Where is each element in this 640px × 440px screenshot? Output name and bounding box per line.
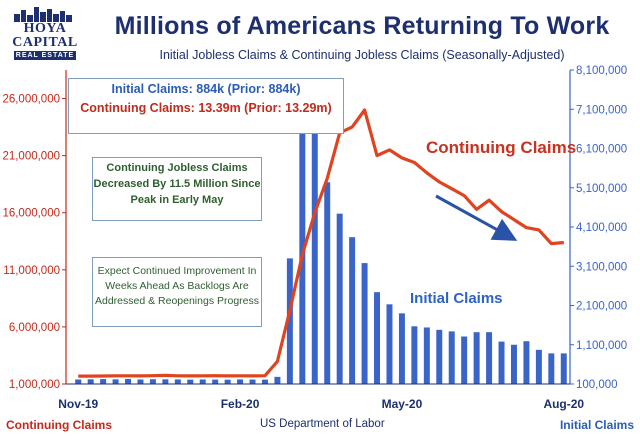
left-tick-label: 16,000,000 bbox=[2, 208, 60, 220]
right-tick-label: 2,100,000 bbox=[576, 301, 627, 313]
initial-claims-bar bbox=[548, 353, 555, 384]
left-tick-label: 1,000,000 bbox=[9, 379, 60, 391]
left-tick-label: 21,000,000 bbox=[2, 151, 60, 163]
x-tick-label: May-20 bbox=[382, 397, 423, 411]
initial-claims-label: Initial Claims bbox=[410, 290, 503, 307]
initial-claims-bar bbox=[125, 378, 132, 384]
initial-claims-bar bbox=[498, 341, 505, 384]
right-tick-label: 5,100,000 bbox=[576, 183, 627, 195]
initial-claims-bar bbox=[411, 326, 418, 384]
initial-claims-bar bbox=[349, 237, 356, 384]
logo: HOYA CAPITAL REAL ESTATE bbox=[6, 6, 84, 60]
x-tick-label: Aug-20 bbox=[543, 397, 584, 411]
right-tick-label: 4,100,000 bbox=[576, 222, 627, 234]
right-tick-label: 8,100,000 bbox=[576, 65, 627, 77]
initial-claims-bar bbox=[100, 379, 107, 384]
initial-claims-bar bbox=[461, 336, 468, 384]
decrease-note-box: Continuing Jobless Claims Decreased By 1… bbox=[92, 157, 262, 221]
initial-claims-bar bbox=[436, 329, 443, 384]
initial-claims-bar bbox=[137, 379, 144, 384]
right-tick-label: 100,000 bbox=[576, 379, 618, 391]
x-tick-label: Feb-20 bbox=[221, 397, 260, 411]
initial-claims-bar bbox=[286, 258, 293, 384]
initial-claims-bar bbox=[112, 379, 119, 384]
initial-claims-bar bbox=[187, 379, 194, 384]
initial-claims-bar bbox=[386, 304, 393, 384]
initial-claims-bar bbox=[162, 379, 169, 384]
initial-claims-bar bbox=[486, 332, 493, 384]
initial-claims-bar bbox=[274, 376, 281, 384]
logo-name: HOYA CAPITAL bbox=[12, 21, 78, 50]
initial-claims-bar bbox=[87, 379, 94, 384]
left-tick-label: 6,000,000 bbox=[9, 322, 60, 334]
initial-claims-bar bbox=[324, 182, 331, 384]
right-tick-label: 6,100,000 bbox=[576, 144, 627, 156]
right-tick-label: 1,100,000 bbox=[576, 340, 627, 352]
initial-claims-bar bbox=[174, 379, 181, 384]
initial-claims-bar bbox=[311, 128, 318, 384]
initial-claims-bar bbox=[224, 379, 231, 384]
right-tick-label: 3,100,000 bbox=[576, 261, 627, 273]
chart-subtitle: Initial Jobless Claims & Continuing Jobl… bbox=[159, 48, 565, 62]
initial-claims-bar bbox=[473, 332, 480, 384]
initial-claims-bar bbox=[510, 344, 517, 384]
initial-claims-summary: Initial Claims: 884k (Prior: 884k) bbox=[111, 82, 301, 96]
initial-claims-bar bbox=[398, 313, 405, 384]
initial-claims-bar bbox=[448, 331, 455, 384]
left-axis-title: Continuing Claims bbox=[6, 418, 112, 432]
initial-claims-bar bbox=[199, 379, 206, 384]
initial-claims-bar bbox=[535, 349, 542, 384]
logo-sub: REAL ESTATE bbox=[14, 51, 76, 60]
initial-claims-bar bbox=[423, 327, 430, 384]
skyline-logo-icon bbox=[14, 7, 72, 22]
initial-claims-bar bbox=[261, 379, 268, 384]
initial-claims-bar bbox=[237, 379, 244, 384]
source-note: US Department of Labor bbox=[260, 418, 385, 430]
continuing-claims-line bbox=[78, 108, 564, 378]
initial-claims-bar bbox=[523, 341, 530, 384]
left-tick-label: 11,000,000 bbox=[3, 265, 60, 277]
outlook-note-box: Expect Continued Improvement In Weeks Ah… bbox=[92, 257, 262, 327]
claims-summary-box: Initial Claims: 884k (Prior: 884k) Conti… bbox=[68, 78, 344, 134]
continuing-claims-label: Continuing Claims bbox=[426, 138, 577, 157]
initial-claims-bar bbox=[560, 353, 567, 384]
chart-title: Millions of Americans Returning To Work bbox=[114, 12, 610, 40]
initial-claims-bar bbox=[336, 213, 343, 384]
right-tick-label: 7,100,000 bbox=[576, 104, 627, 116]
trend-arrow bbox=[435, 194, 518, 241]
right-axis-title: Initial Claims bbox=[559, 418, 634, 432]
x-tick-label: Nov-19 bbox=[58, 397, 98, 411]
initial-claims-bar bbox=[361, 263, 368, 384]
continuing-claims-summary: Continuing Claims: 13.39m (Prior: 13.29m… bbox=[80, 101, 332, 116]
left-tick-label: 26,000,000 bbox=[2, 94, 60, 106]
initial-claims-bar bbox=[149, 379, 156, 384]
initial-claims-bar bbox=[374, 292, 381, 384]
initial-claims-bar bbox=[212, 379, 219, 384]
initial-claims-bar bbox=[75, 379, 82, 384]
initial-claims-bar bbox=[249, 379, 256, 384]
